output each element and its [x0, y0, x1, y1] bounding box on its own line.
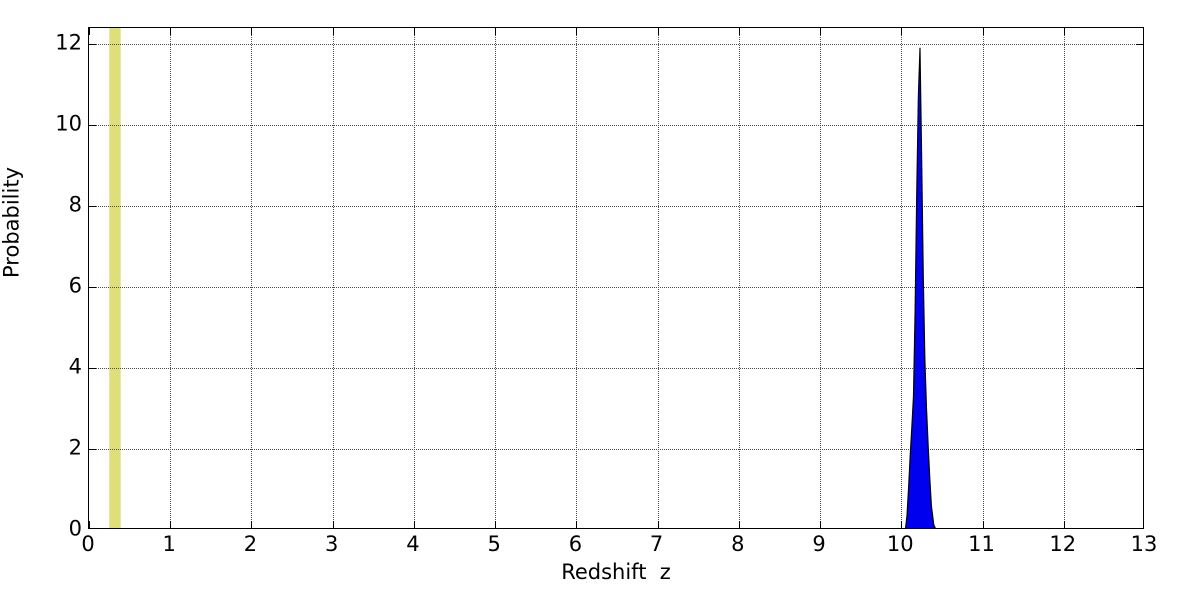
gridline-vertical: [820, 28, 822, 528]
y-tick-mark-right: [1136, 206, 1143, 208]
x-tick-mark: [657, 521, 659, 528]
x-tick-mark: [982, 521, 984, 528]
gridline-horizontal: [89, 449, 1143, 451]
series-low-redshift-solution: [109, 28, 121, 528]
x-tick-mark: [332, 521, 334, 528]
x-tick-label: 9: [812, 532, 826, 556]
y-tick-mark-right: [1136, 368, 1143, 370]
x-tick-label: 1: [162, 532, 176, 556]
x-tick-mark: [170, 521, 172, 528]
x-tick-mark-top: [89, 28, 90, 35]
gridline-vertical: [332, 28, 334, 528]
y-tick-label: 10: [55, 111, 82, 136]
x-tick-mark-top: [170, 28, 172, 35]
y-tick-label: 2: [68, 435, 82, 460]
x-tick-label: 0: [81, 532, 95, 556]
gridline-vertical: [657, 28, 659, 528]
x-tick-mark: [738, 521, 740, 528]
y-tick-label: 4: [68, 354, 82, 379]
gridline-horizontal: [89, 287, 1143, 289]
x-tick-label: 11: [968, 532, 995, 556]
x-tick-mark-top: [495, 28, 497, 35]
x-tick-mark: [820, 521, 822, 528]
gridline-vertical: [738, 28, 740, 528]
gridline-vertical: [251, 28, 253, 528]
gridline-vertical: [1063, 28, 1065, 528]
x-axis-title: Redshift z: [561, 560, 671, 584]
probability-curve-layer: [89, 28, 1143, 528]
gridline-horizontal: [89, 368, 1143, 370]
x-tick-mark: [89, 521, 90, 528]
gridline-vertical: [901, 28, 903, 528]
x-tick-mark: [1063, 521, 1065, 528]
x-tick-mark-top: [901, 28, 903, 35]
y-tick-mark: [89, 287, 96, 289]
y-tick-label: 8: [68, 192, 82, 217]
x-tick-label: 3: [325, 532, 339, 556]
x-tick-mark-top: [251, 28, 253, 35]
y-tick-mark: [89, 125, 96, 127]
x-tick-mark: [576, 521, 578, 528]
gridline-vertical: [982, 28, 984, 528]
gridline-horizontal: [89, 125, 1143, 127]
x-tick-mark-top: [657, 28, 659, 35]
y-tick-label: 12: [55, 30, 82, 55]
x-tick-label: 6: [568, 532, 583, 556]
x-tick-mark-top: [982, 28, 984, 35]
y-tick-label: 0: [68, 516, 82, 541]
y-tick-mark-right: [1136, 44, 1143, 46]
gridline-vertical: [170, 28, 172, 528]
gridline-horizontal: [89, 206, 1143, 208]
series-high-redshift-solution: [904, 47, 936, 528]
x-tick-mark-top: [413, 28, 415, 35]
y-tick-mark-right: [1136, 449, 1143, 451]
gridline-horizontal: [89, 44, 1143, 46]
x-tick-mark: [901, 521, 903, 528]
x-tick-mark-top: [738, 28, 740, 35]
x-tick-mark-top: [1063, 28, 1065, 35]
y-tick-mark: [89, 206, 96, 208]
y-tick-label: 6: [68, 273, 82, 298]
y-axis-title: Probability: [0, 166, 24, 278]
band-svg: [109, 28, 121, 528]
x-tick-label: 12: [1049, 532, 1077, 556]
y-tick-mark: [89, 368, 96, 370]
gridline-vertical: [413, 28, 415, 528]
x-tick-mark-top: [820, 28, 822, 35]
x-tick-label: 2: [243, 532, 258, 556]
y-tick-mark: [89, 449, 96, 451]
y-tick-mark-right: [1136, 125, 1143, 127]
plot-area: [88, 27, 1144, 529]
x-tick-mark: [495, 521, 497, 528]
x-tick-mark: [413, 521, 415, 528]
y-tick-mark-right: [1136, 287, 1143, 289]
gridline-vertical: [576, 28, 578, 528]
x-tick-mark: [251, 521, 253, 528]
x-tick-label: 7: [649, 532, 664, 556]
x-tick-label: 10: [886, 532, 914, 556]
curve-svg: [904, 47, 936, 528]
x-tick-label: 4: [406, 532, 420, 556]
x-tick-label: 13: [1130, 532, 1158, 556]
x-tick-mark-top: [332, 28, 334, 35]
gridline-vertical: [495, 28, 497, 528]
x-tick-label: 5: [487, 532, 501, 556]
x-tick-mark-top: [576, 28, 578, 35]
probability-band-layer: [89, 28, 1143, 528]
x-tick-label: 8: [731, 532, 745, 556]
y-tick-mark: [89, 44, 96, 46]
